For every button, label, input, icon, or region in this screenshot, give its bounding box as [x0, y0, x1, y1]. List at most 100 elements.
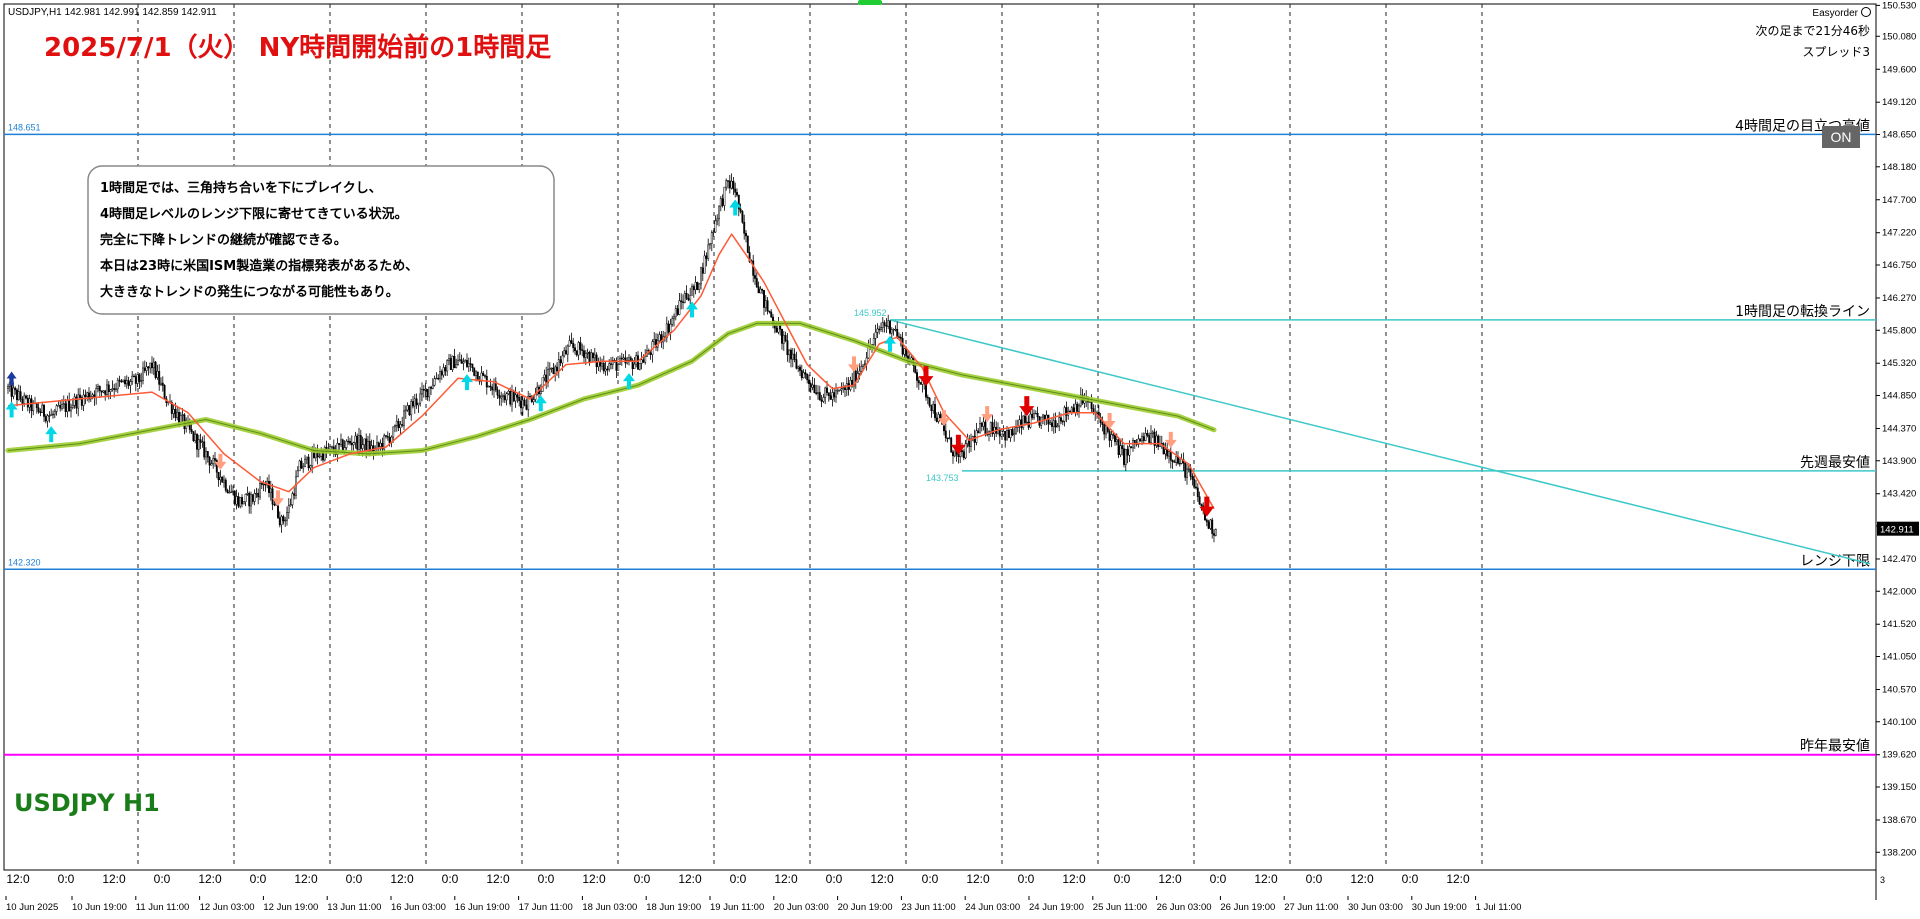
candle-body	[154, 361, 157, 378]
candle-body	[232, 490, 234, 493]
candle-body	[716, 218, 719, 222]
candle-body	[1173, 461, 1176, 463]
candle-body	[1049, 422, 1052, 425]
candle-body	[817, 392, 819, 394]
candle-body	[61, 404, 63, 409]
price-tick-label: 142.470	[1882, 554, 1916, 565]
candle-body	[1175, 456, 1178, 463]
candle-body	[815, 392, 818, 394]
price-tick-label: 145.800	[1882, 325, 1916, 336]
candle-body	[727, 180, 729, 182]
candle-body	[1213, 533, 1215, 536]
price-tick-label: 138.200	[1882, 847, 1916, 858]
candle-body	[350, 442, 353, 446]
candle-body	[37, 407, 40, 412]
candle-body	[91, 394, 94, 397]
candle-body	[241, 497, 243, 505]
time-tick-top: 0:0	[730, 872, 747, 886]
candle-body	[462, 361, 465, 364]
candle-body	[692, 286, 695, 291]
candle-body	[1056, 425, 1059, 428]
candle-body	[979, 423, 981, 434]
on-button[interactable]: ON	[1822, 126, 1860, 148]
candle-body	[926, 396, 929, 399]
candle-body	[687, 297, 690, 301]
candle-body	[174, 409, 177, 418]
down-arrow-icon	[918, 366, 934, 387]
candle-body	[554, 366, 557, 374]
time-tick-bottom: 30 Jun 03:00	[1348, 902, 1403, 913]
candle-body	[399, 424, 402, 428]
candle-body	[525, 404, 528, 410]
candle-body	[766, 300, 769, 312]
candle-body	[161, 382, 164, 386]
candle-body	[1209, 519, 1212, 529]
candle-body	[50, 414, 53, 416]
time-tick-top: 0:0	[1402, 872, 1419, 886]
candle-body	[439, 371, 441, 379]
candle-body	[1186, 468, 1188, 478]
candle-body	[838, 389, 841, 391]
candle-body	[43, 404, 45, 417]
candle-body	[635, 355, 638, 365]
candle-body	[1070, 407, 1073, 413]
candle-body	[28, 398, 31, 408]
candle-body	[840, 388, 843, 391]
candle-body	[858, 370, 861, 374]
candle-body	[784, 335, 787, 341]
candle-body	[476, 371, 479, 381]
candle-body	[1114, 434, 1116, 442]
candle-body	[113, 388, 116, 390]
price-tick-label: 147.220	[1882, 228, 1916, 239]
candle-body	[1169, 451, 1172, 461]
candle-body	[12, 387, 15, 397]
candle-body	[25, 395, 27, 399]
time-tick-top: 12:0	[678, 872, 702, 886]
candle-body	[518, 397, 521, 402]
candle-body	[163, 385, 166, 400]
candle-body	[453, 355, 456, 369]
candle-body	[460, 359, 463, 364]
candle-body	[16, 389, 18, 401]
candle-body	[1153, 431, 1156, 446]
candle-body	[836, 390, 839, 392]
candle-body	[145, 366, 148, 371]
trendline	[889, 319, 1871, 565]
candle-body	[84, 394, 87, 397]
candle-body	[57, 405, 60, 407]
candle-body	[604, 368, 607, 372]
candle-body	[129, 381, 132, 386]
time-tick-bottom: 26 Jun 19:00	[1220, 902, 1275, 913]
candle-body	[106, 384, 108, 395]
candle-body	[1025, 421, 1028, 424]
candle-body	[701, 267, 704, 274]
annotation-box: 1時間足では、三角持ち合いを下にブレイクし、 4時間足レベルのレンジ下限に寄せてき…	[87, 165, 555, 315]
candle-body	[764, 300, 767, 308]
smiley-icon	[1861, 7, 1871, 17]
candle-body	[529, 396, 531, 398]
candle-body	[527, 396, 530, 410]
candle-body	[901, 338, 904, 355]
candle-body	[239, 497, 242, 507]
candle-body	[338, 443, 341, 445]
candle-body	[1058, 417, 1061, 427]
time-tick-bottom: 18 Jun 03:00	[582, 902, 637, 913]
candle-body	[1033, 413, 1035, 418]
candle-body	[17, 391, 20, 401]
candle-body	[914, 365, 917, 373]
candle-body	[412, 401, 414, 407]
time-ticks: 12:0 0:0 12:0 0:0 12:0 0:0 12:0 0:0 12:0 0:0 12:0 0…	[5, 872, 1885, 913]
candle-body	[376, 442, 378, 449]
candle-body	[79, 394, 81, 398]
candle-body	[302, 466, 305, 469]
candle-body	[1020, 419, 1023, 429]
candle-body	[1103, 424, 1106, 435]
candle-body	[574, 347, 576, 351]
candle-body	[1051, 422, 1053, 427]
candle-body	[1142, 436, 1145, 441]
candle-body	[588, 352, 591, 364]
candle-body	[590, 352, 593, 364]
cyan-level-price: 145.952	[854, 308, 887, 318]
